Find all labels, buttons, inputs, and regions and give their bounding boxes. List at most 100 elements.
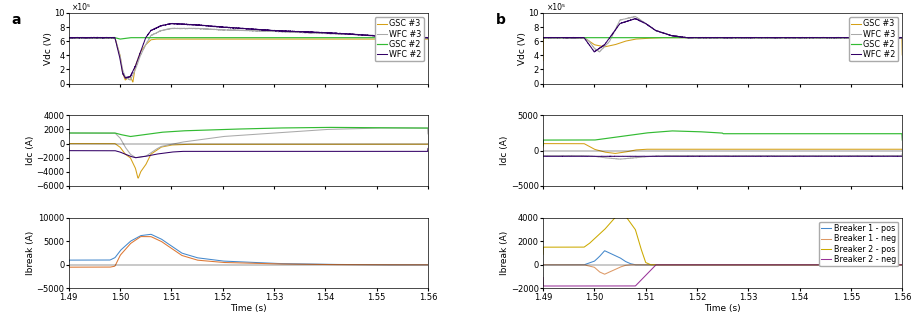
- GSC #3: [691, 36, 702, 40]
- Breaker 1 - pos: [889, 263, 900, 267]
- Breaker 2 - neg: [675, 263, 686, 267]
- WFC #3: [675, 35, 686, 39]
- WFC #3: [202, 27, 213, 31]
- Breaker 2 - pos: [691, 263, 702, 267]
- Breaker 2 - neg: [600, 284, 611, 288]
- WFC #3: [125, 78, 136, 82]
- WFC #2: [167, 21, 178, 25]
- WFC #3: [63, 36, 74, 40]
- GSC #3: [125, 76, 136, 80]
- WFC #2: [630, 17, 641, 20]
- GSC #3: [376, 37, 387, 41]
- WFC #2: [600, 41, 611, 45]
- Breaker 2 - neg: [691, 263, 702, 267]
- WFC #3: [890, 36, 901, 40]
- Text: ×10⁵: ×10⁵: [547, 3, 566, 12]
- GSC #2: [889, 36, 900, 40]
- WFC #2: [890, 36, 901, 40]
- Breaker 1 - pos: [851, 263, 862, 267]
- Y-axis label: Vdc (V): Vdc (V): [44, 32, 52, 65]
- Breaker 1 - pos: [691, 263, 702, 267]
- Text: b: b: [496, 13, 507, 27]
- WFC #2: [675, 35, 686, 39]
- WFC #3: [125, 76, 136, 80]
- Breaker 1 - pos: [600, 249, 611, 253]
- Y-axis label: Ibreak (A): Ibreak (A): [500, 231, 509, 275]
- GSC #3: [538, 36, 549, 40]
- WFC #3: [691, 36, 702, 40]
- Y-axis label: Ibreak (A): Ibreak (A): [27, 231, 35, 275]
- Text: a: a: [11, 13, 21, 27]
- GSC #3: [538, 59, 549, 63]
- X-axis label: Time (s): Time (s): [230, 304, 267, 313]
- GSC #2: [600, 36, 611, 40]
- Breaker 2 - neg: [851, 263, 862, 267]
- GSC #3: [127, 80, 138, 84]
- GSC #2: [578, 36, 589, 40]
- GSC #2: [104, 36, 115, 40]
- Legend: GSC #3, WFC #3, GSC #2, WFC #2: GSC #3, WFC #3, GSC #2, WFC #2: [375, 17, 424, 62]
- Line: Breaker 2 - neg: Breaker 2 - neg: [543, 265, 902, 286]
- WFC #3: [416, 36, 427, 40]
- Line: WFC #2: WFC #2: [543, 18, 902, 52]
- WFC #2: [377, 34, 388, 38]
- GSC #3: [851, 36, 862, 40]
- WFC #2: [578, 36, 589, 40]
- GSC #3: [897, 53, 908, 57]
- WFC #3: [217, 28, 228, 32]
- WFC #3: [851, 36, 862, 40]
- Breaker 1 - neg: [675, 263, 686, 267]
- Line: GSC #3: GSC #3: [69, 38, 428, 82]
- Breaker 1 - neg: [599, 272, 610, 276]
- GSC #3: [889, 36, 900, 40]
- Line: GSC #3: GSC #3: [543, 38, 902, 61]
- Legend: Breaker 1 - pos, Breaker 1 - neg, Breaker 2 - pos, Breaker 2 - neg: Breaker 1 - pos, Breaker 1 - neg, Breake…: [819, 222, 899, 266]
- Line: Breaker 2 - pos: Breaker 2 - pos: [543, 215, 902, 265]
- WFC #2: [538, 36, 549, 40]
- Breaker 1 - pos: [675, 263, 686, 267]
- WFC #3: [897, 36, 908, 40]
- GSC #3: [600, 45, 611, 49]
- GSC #2: [114, 37, 125, 41]
- Breaker 1 - neg: [538, 263, 549, 267]
- WFC #2: [63, 36, 74, 40]
- WFC #3: [629, 15, 640, 18]
- GSC #2: [416, 36, 427, 40]
- Line: GSC #2: GSC #2: [69, 38, 428, 39]
- Line: WFC #2: WFC #2: [69, 23, 428, 78]
- Legend: GSC #3, WFC #3, GSC #2, WFC #2: GSC #3, WFC #3, GSC #2, WFC #2: [849, 17, 899, 62]
- WFC #2: [104, 36, 115, 40]
- WFC #2: [125, 73, 136, 77]
- Breaker 2 - pos: [851, 263, 862, 267]
- GSC #2: [675, 36, 686, 40]
- WFC #3: [578, 36, 589, 40]
- WFC #2: [202, 24, 213, 28]
- Breaker 1 - pos: [599, 249, 610, 253]
- Breaker 2 - pos: [646, 263, 657, 267]
- Breaker 2 - pos: [897, 263, 908, 267]
- Breaker 2 - neg: [650, 263, 661, 267]
- GSC #2: [202, 36, 213, 40]
- Breaker 1 - neg: [600, 272, 611, 276]
- Text: ×10⁵: ×10⁵: [72, 3, 92, 12]
- GSC #3: [202, 37, 213, 41]
- WFC #3: [600, 44, 611, 48]
- Breaker 1 - neg: [578, 263, 589, 267]
- X-axis label: Time (s): Time (s): [704, 304, 741, 313]
- WFC #2: [691, 36, 702, 40]
- GSC #3: [217, 37, 228, 41]
- Breaker 1 - neg: [851, 263, 862, 267]
- GSC #3: [416, 37, 427, 41]
- GSC #3: [63, 36, 74, 40]
- Line: Breaker 1 - neg: Breaker 1 - neg: [543, 265, 902, 274]
- GSC #2: [538, 36, 549, 40]
- Line: WFC #3: WFC #3: [69, 28, 428, 80]
- GSC #2: [376, 36, 387, 40]
- Breaker 1 - pos: [538, 263, 549, 267]
- Y-axis label: Vdc (V): Vdc (V): [518, 32, 527, 65]
- Line: Breaker 1 - pos: Breaker 1 - pos: [543, 251, 902, 265]
- WFC #2: [851, 36, 862, 40]
- Y-axis label: Idc (A): Idc (A): [26, 136, 35, 165]
- WFC #2: [897, 36, 908, 40]
- WFC #3: [377, 34, 388, 38]
